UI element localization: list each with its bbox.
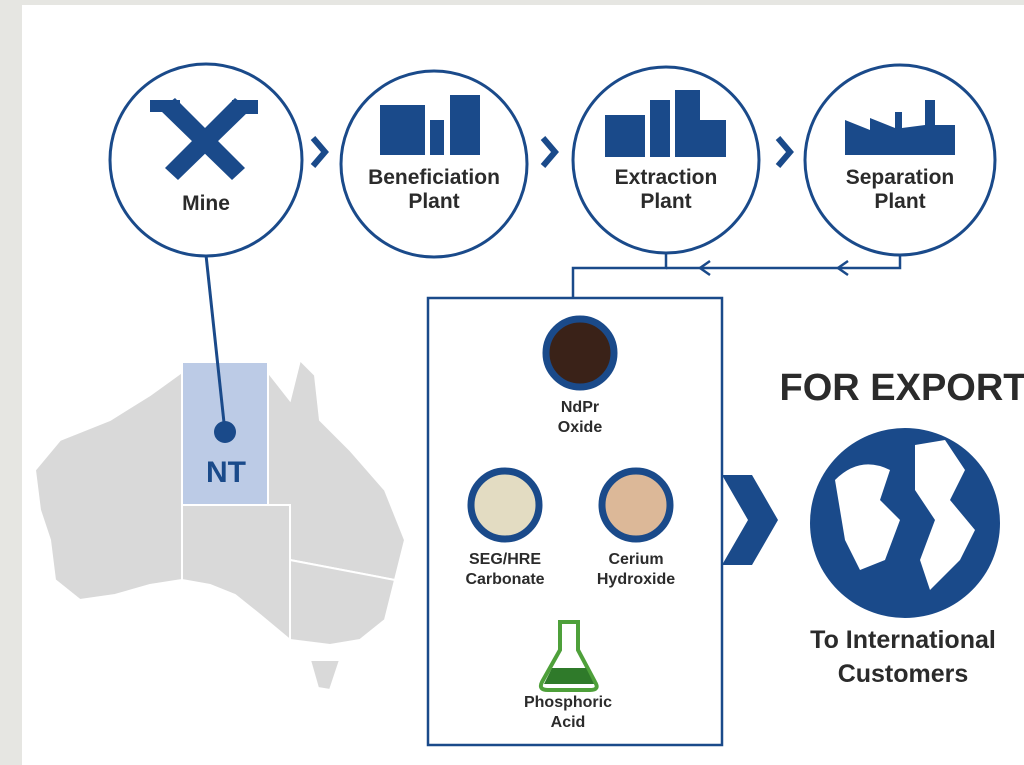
page: NT Mine BeneficiationPlant ExtractionPla… — [0, 0, 1024, 765]
diagram: NT Mine BeneficiationPlant ExtractionPla… — [0, 0, 1024, 765]
globe-icon — [810, 428, 1000, 618]
product-swatch — [602, 471, 670, 539]
region-label: NT — [206, 456, 246, 489]
top-strip — [0, 0, 1024, 5]
mine-location — [214, 421, 236, 443]
left-strip — [0, 0, 22, 765]
product-swatch — [471, 471, 539, 539]
stage-label: Mine — [182, 192, 230, 215]
export-title: FOR EXPORT — [779, 367, 1024, 409]
product-swatch — [546, 319, 614, 387]
